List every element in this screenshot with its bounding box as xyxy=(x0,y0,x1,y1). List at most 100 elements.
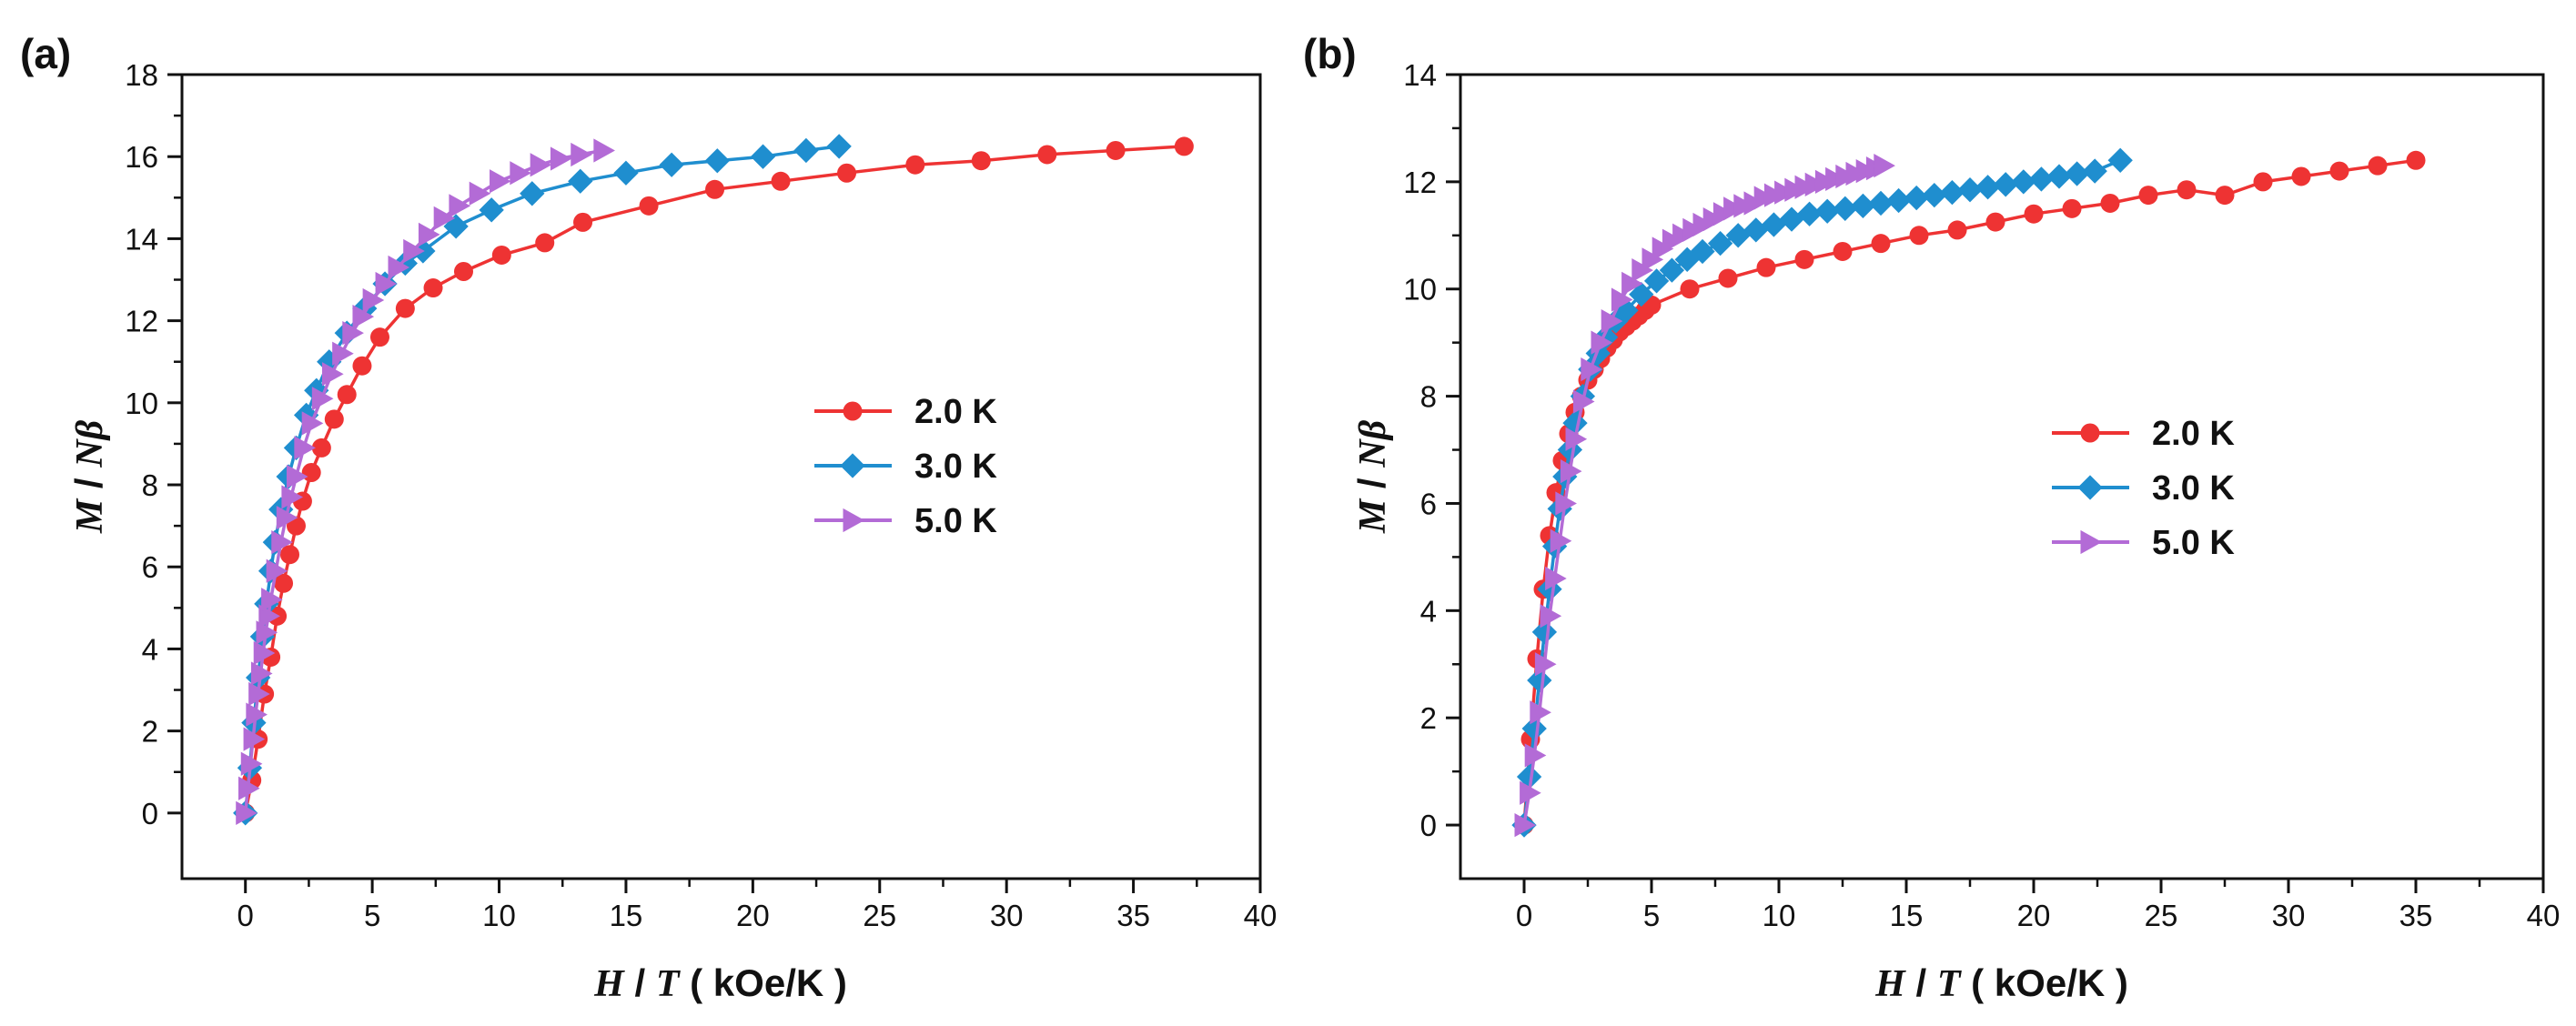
panel-a-point-20k xyxy=(639,196,659,216)
panel-a-legend-item-50k: 5.0 K xyxy=(814,502,997,540)
panel-a-point-20k xyxy=(771,171,791,191)
panel-a: (a) 0 5 10 15 20 25 30 35 40 0 2 4 6 8 10 12 14 16 18 H / … xyxy=(20,30,1277,1005)
panel-a-ticks: 0 5 10 15 20 25 30 35 40 0 2 4 6 8 10 12 14 16 18 xyxy=(125,58,1277,932)
panel-a-x-tick-label: 40 xyxy=(1244,899,1278,932)
panel-b-x-tick-label: 0 xyxy=(1516,899,1532,932)
panel-b-point-30k xyxy=(1904,185,1929,211)
panel-a-y-tick-label: 10 xyxy=(125,387,158,420)
panel-b: (b) 0 5 10 15 20 25 30 35 40 0 2 4 6 8 10 12 14 H / T ( … xyxy=(1303,30,2560,1005)
panel-b-point-20k xyxy=(1833,241,1853,261)
panel-a-point-50k xyxy=(240,751,263,776)
panel-a-point-30k xyxy=(479,197,504,223)
panel-a-point-20k xyxy=(905,155,925,175)
panel-a-y-tick-label: 0 xyxy=(142,797,158,830)
panel-a-y-tick-label: 14 xyxy=(125,222,158,256)
panel-a-series-50k xyxy=(236,138,615,825)
panel-a-point-20k xyxy=(395,298,415,318)
panel-b-point-30k xyxy=(1690,238,1715,265)
panel-a-point-50k xyxy=(258,604,280,629)
panel-b-point-30k xyxy=(1521,716,1547,741)
panel-a-point-50k xyxy=(530,153,552,177)
panel-a-y-tick-label: 6 xyxy=(142,550,158,584)
panel-a-ylabel-sep: / xyxy=(67,468,110,499)
panel-b-ylabel-sep: / xyxy=(1350,468,1393,499)
panel-a-point-30k xyxy=(568,168,593,194)
panel-a-point-50k xyxy=(271,530,293,555)
panel-b-point-30k xyxy=(1779,206,1804,232)
panel-a-x-tick-label: 0 xyxy=(237,899,254,932)
panel-b-x-tick-label: 40 xyxy=(2527,899,2561,932)
panel-a-point-50k xyxy=(593,138,615,163)
panel-b-series-50k xyxy=(1514,154,1895,838)
panel-b-point-20k xyxy=(1794,249,1814,269)
panel-a-point-50k xyxy=(510,161,531,186)
panel-b-point-30k xyxy=(1939,180,1965,206)
panel-a-legend: 2.0 K 3.0 K 5.0 K xyxy=(814,393,997,540)
panel-a-label: (a) xyxy=(20,30,71,77)
panel-b-point-30k xyxy=(1833,196,1858,221)
panel-b-point-20k xyxy=(2368,156,2388,176)
panel-a-point-20k xyxy=(324,409,344,429)
panel-b-point-50k xyxy=(1581,357,1602,382)
panel-a-point-50k xyxy=(322,362,344,387)
panel-b-point-20k xyxy=(2291,166,2311,186)
panel-b-y-tick-label: 4 xyxy=(1420,594,1437,628)
panel-a-y-tick-label: 12 xyxy=(125,305,158,338)
panel-a-y-tick-label: 8 xyxy=(142,468,158,502)
panel-b-point-20k xyxy=(2024,204,2044,224)
panel-a-legend-swatch-marker xyxy=(843,508,865,533)
panel-b-point-30k xyxy=(1725,223,1751,248)
panel-a-point-50k xyxy=(449,194,471,218)
panel-a-y-axis-label: M / Nβ xyxy=(67,419,111,534)
panel-a-xlabel-sep: / xyxy=(624,961,656,1004)
panel-b-point-30k xyxy=(1557,437,1583,463)
panel-b-point-20k xyxy=(1680,279,1700,299)
panel-b-point-30k xyxy=(1814,198,1840,224)
panel-a-point-50k xyxy=(261,588,283,612)
panel-b-point-20k xyxy=(1718,268,1738,288)
panel-b-series-30k xyxy=(1511,147,2133,838)
panel-b-point-30k xyxy=(2082,158,2107,184)
panel-a-point-30k xyxy=(520,181,545,206)
panel-b-point-20k xyxy=(2100,193,2120,213)
panel-b-point-30k xyxy=(1707,230,1733,256)
panel-b-point-30k xyxy=(1957,177,1983,203)
panel-b-point-50k xyxy=(1514,812,1537,838)
panel-b-point-50k xyxy=(1560,458,1582,484)
panel-a-ylabel-nbeta: Nβ xyxy=(69,419,111,468)
panel-a-series xyxy=(233,134,1194,826)
panel-b-point-30k xyxy=(1761,212,1787,237)
panel-a-point-50k xyxy=(403,238,425,264)
panel-a-point-20k xyxy=(423,278,443,298)
panel-b-point-30k xyxy=(2107,147,2133,173)
panel-a-x-tick-label: 25 xyxy=(863,899,896,932)
panel-a-legend-label: 3.0 K xyxy=(914,448,997,486)
panel-a-point-50k xyxy=(236,800,258,825)
panel-b-point-30k xyxy=(1527,668,1552,693)
panel-b-legend-label: 3.0 K xyxy=(2152,469,2235,508)
panel-a-legend-swatch-marker xyxy=(843,401,863,421)
panel-a-point-50k xyxy=(469,181,491,206)
panel-a-point-50k xyxy=(286,464,308,489)
panel-b-x-tick-label: 20 xyxy=(2017,899,2051,932)
panel-b-point-50k xyxy=(1572,389,1595,414)
panel-b-series xyxy=(1511,147,2426,838)
panel-b-point-20k xyxy=(2253,172,2273,192)
panel-a-point-50k xyxy=(388,255,410,280)
panel-a-point-50k xyxy=(550,146,572,171)
panel-b-point-20k xyxy=(2177,180,2197,200)
panel-b-point-30k xyxy=(1516,764,1542,790)
panel-b-point-30k xyxy=(1629,281,1654,307)
panel-b-y-axis-label: M / Nβ xyxy=(1350,419,1394,534)
panel-b-point-50k xyxy=(1550,528,1572,553)
panel-b-point-30k xyxy=(1531,619,1558,645)
panel-b-point-20k xyxy=(1756,257,1776,277)
panel-b-point-30k xyxy=(1885,187,1912,214)
panel-a-point-50k xyxy=(342,321,364,346)
panel-b-point-20k xyxy=(1947,220,1967,240)
panel-a-series-20k xyxy=(236,136,1194,823)
panel-b-point-30k xyxy=(2046,164,2072,189)
panel-b-point-50k xyxy=(1534,652,1557,677)
panel-a-point-50k xyxy=(433,206,456,230)
